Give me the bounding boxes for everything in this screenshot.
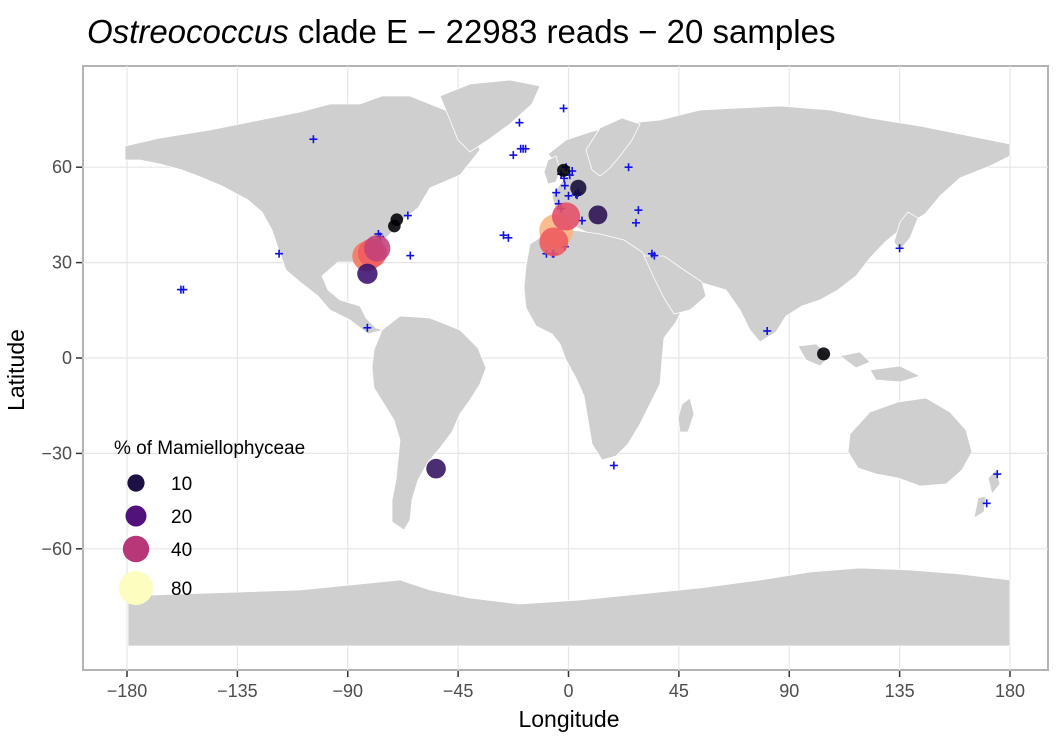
station-marker (895, 244, 904, 253)
y-tick-label: −60 (41, 539, 72, 559)
south-america (371, 315, 487, 531)
legend-entries: 10 20 40 80 (119, 474, 192, 605)
legend-key-bubble (127, 474, 145, 492)
legend-key-bubble (122, 535, 150, 563)
new-zealand (973, 469, 1001, 519)
x-axis-title: Longitude (518, 706, 619, 732)
y-tick-label: 30 (52, 253, 72, 273)
indonesia (797, 343, 922, 383)
x-tick-label: 135 (885, 681, 915, 701)
station-marker (499, 231, 508, 240)
sample-bubble (551, 202, 581, 231)
sample-bubble (817, 347, 831, 361)
sample-bubbles (352, 163, 831, 479)
australia (847, 397, 973, 487)
legend-entry-label: 80 (171, 579, 192, 600)
legend: % of Mamiellophyceae 10 20 40 80 (114, 438, 305, 605)
map-title: Ostreococcus clade E − 22983 reads − 20 … (87, 13, 835, 50)
station-marker (406, 251, 415, 260)
sample-bubble (588, 205, 608, 225)
legend-title: % of Mamiellophyceae (114, 438, 305, 459)
station-marker (309, 135, 318, 144)
station-marker (560, 181, 569, 190)
x-tick-label: 180 (995, 681, 1025, 701)
sample-bubble (357, 263, 378, 284)
north-america (124, 95, 481, 335)
y-axis-title: Latitude (3, 329, 29, 411)
legend-key-bubble (125, 505, 147, 527)
x-tick-label: −45 (443, 681, 474, 701)
legend-key-bubble (119, 571, 153, 605)
station-marker (403, 211, 412, 220)
station-marker (993, 470, 1002, 479)
x-tick-label: −90 (332, 681, 363, 701)
station-marker (609, 461, 618, 470)
station-marker (634, 206, 643, 215)
station-marker (509, 151, 518, 160)
x-tick-label: −135 (217, 681, 258, 701)
britain (543, 155, 561, 185)
station-marker (650, 251, 659, 260)
antarctica (127, 567, 1011, 647)
sample-bubble (363, 235, 391, 262)
legend-entry: 10 (127, 474, 192, 495)
legend-entry: 40 (122, 535, 192, 563)
station-marker (982, 499, 991, 508)
station-marker (624, 163, 633, 172)
station-marker (564, 191, 573, 200)
station-marker (179, 285, 188, 294)
station-marker (631, 218, 640, 227)
africa (523, 229, 687, 461)
greenland (439, 79, 541, 153)
station-marker (559, 104, 568, 113)
sample-bubble (426, 458, 446, 479)
station-marker (521, 144, 530, 153)
station-marker (552, 188, 561, 197)
axis-ticks: −180 −135 −90 −45 0 45 90 135 180 −60 −30 0 30 60 (41, 157, 1025, 701)
madagascar (677, 397, 695, 433)
x-tick-label: −180 (107, 681, 148, 701)
sample-bubble (539, 227, 569, 257)
legend-entry-label: 20 (171, 507, 192, 528)
x-tick-label: 0 (563, 681, 573, 701)
y-tick-label: 0 (62, 348, 72, 368)
y-tick-label: −30 (41, 443, 72, 463)
sample-bubble (570, 179, 587, 196)
legend-entry-label: 10 (171, 474, 192, 495)
scandinavia (585, 117, 641, 177)
sample-bubble (390, 213, 404, 226)
x-tick-label: 45 (669, 681, 689, 701)
station-marker (363, 323, 372, 332)
land-masses (124, 79, 1011, 647)
legend-entry: 20 (125, 505, 192, 528)
x-tick-label: 90 (779, 681, 799, 701)
arabia (643, 255, 707, 315)
title-rest: clade E − 22983 reads − 20 samples (289, 13, 836, 50)
sample-bubble (557, 163, 571, 177)
japan (893, 211, 919, 251)
station-marker (504, 233, 513, 242)
station-marker (515, 118, 524, 127)
y-tick-label: 60 (52, 157, 72, 177)
legend-entry: 80 (119, 571, 192, 605)
legend-entry-label: 40 (171, 540, 192, 561)
station-marker (763, 326, 772, 335)
title-genus: Ostreococcus (87, 13, 289, 50)
station-marker (275, 249, 284, 258)
